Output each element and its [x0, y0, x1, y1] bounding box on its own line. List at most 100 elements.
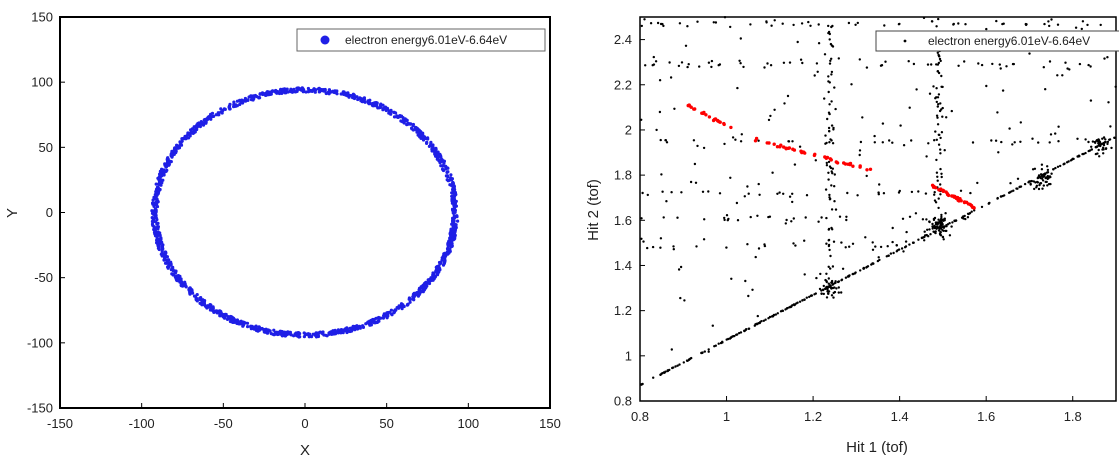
data-point: [830, 124, 834, 127]
data-point: [227, 105, 231, 109]
ticks-left: -150 -100 -50 0 50 100 150 -150 -100 -50 0 50 100 150: [27, 10, 561, 432]
data-point: [739, 140, 743, 143]
data-point: [763, 244, 767, 248]
data-point: [169, 260, 173, 264]
data-point: [829, 166, 833, 170]
data-point: [827, 282, 830, 285]
data-point: [1016, 177, 1020, 180]
data-point: [837, 286, 840, 289]
data-point: [1043, 22, 1046, 26]
data-point: [994, 139, 998, 142]
data-point: [877, 191, 880, 194]
data-point: [725, 246, 728, 249]
data-point: [313, 90, 317, 94]
data-point: [170, 155, 174, 159]
data-point: [417, 131, 421, 135]
data-point: [456, 219, 460, 223]
data-point: [175, 279, 179, 283]
data-point: [449, 176, 453, 180]
data-point: [1064, 61, 1067, 64]
data-point: [435, 272, 439, 276]
data-point: [1094, 141, 1097, 144]
data-point: [739, 331, 743, 334]
data-point: [957, 64, 960, 68]
data-point: [829, 267, 832, 270]
data-point: [931, 222, 934, 226]
data-point: [434, 147, 438, 151]
data-point: [374, 316, 378, 320]
data-point: [1102, 152, 1105, 155]
data-point: [932, 85, 935, 88]
data-point: [1044, 180, 1047, 184]
data-point: [1029, 182, 1032, 186]
data-point: [801, 299, 804, 302]
data-point: [168, 160, 172, 164]
data-point: [694, 181, 698, 184]
data-point-highlight: [930, 183, 935, 187]
y-tick-label: 1.6: [614, 213, 632, 228]
data-point: [850, 83, 853, 86]
data-point: [990, 139, 993, 142]
ticks-right: 0.8 1 1.2 1.4 1.6 1.8 0.8 1 1.2 1.4 1.6 1.8 2 2.2 2.4: [614, 32, 1082, 424]
data-point: [874, 245, 877, 248]
data-point: [815, 62, 819, 65]
data-point: [157, 182, 162, 187]
data-point: [446, 242, 450, 246]
data-point: [659, 246, 662, 249]
data-point: [833, 286, 836, 289]
data-point: [286, 90, 290, 94]
data-point: [904, 240, 908, 243]
data-point: [175, 143, 179, 147]
data-point: [418, 289, 422, 293]
data-point: [921, 218, 925, 221]
data-point: [740, 133, 743, 136]
data-point: [640, 217, 643, 220]
data-point: [300, 86, 304, 90]
data-point: [933, 191, 936, 194]
data-point: [710, 65, 713, 69]
data-point: [151, 201, 155, 205]
data-point: [940, 131, 944, 134]
data-point: [362, 98, 367, 102]
data-point: [1078, 62, 1082, 66]
data-point: [1057, 140, 1060, 143]
data-point: [938, 57, 942, 61]
data-point: [896, 249, 899, 252]
data-point: [1108, 138, 1112, 141]
data-point: [845, 218, 848, 222]
data-point: [339, 92, 343, 96]
data-point: [996, 111, 999, 114]
data-point: [950, 225, 953, 228]
y-tick-label: 0: [46, 205, 53, 220]
data-point: [172, 149, 176, 153]
data-point: [859, 269, 862, 272]
data-point: [703, 350, 706, 353]
data-point: [1036, 180, 1039, 184]
data-point: [837, 57, 840, 60]
data-point: [385, 311, 389, 315]
data-point: [847, 274, 851, 277]
data-point: [154, 200, 158, 204]
data-point: [211, 305, 215, 309]
data-point: [846, 191, 849, 195]
data-point: [822, 284, 825, 288]
data-point: [1037, 141, 1040, 144]
data-point: [823, 53, 827, 56]
data-point: [830, 287, 833, 290]
data-point: [734, 138, 737, 141]
data-point: [180, 139, 184, 143]
data-point: [676, 216, 679, 219]
data-point: [940, 108, 943, 111]
data-point: [940, 215, 943, 219]
data-point: [902, 144, 906, 147]
data-point: [423, 281, 427, 285]
data-point: [201, 298, 205, 302]
data-point: [897, 191, 901, 194]
data-point: [1035, 186, 1038, 189]
data-point: [819, 272, 822, 276]
data-point: [828, 103, 831, 106]
data-point: [939, 59, 942, 63]
x-tick-label: -100: [129, 416, 155, 431]
data-point: [1056, 23, 1060, 26]
data-point: [917, 190, 920, 193]
